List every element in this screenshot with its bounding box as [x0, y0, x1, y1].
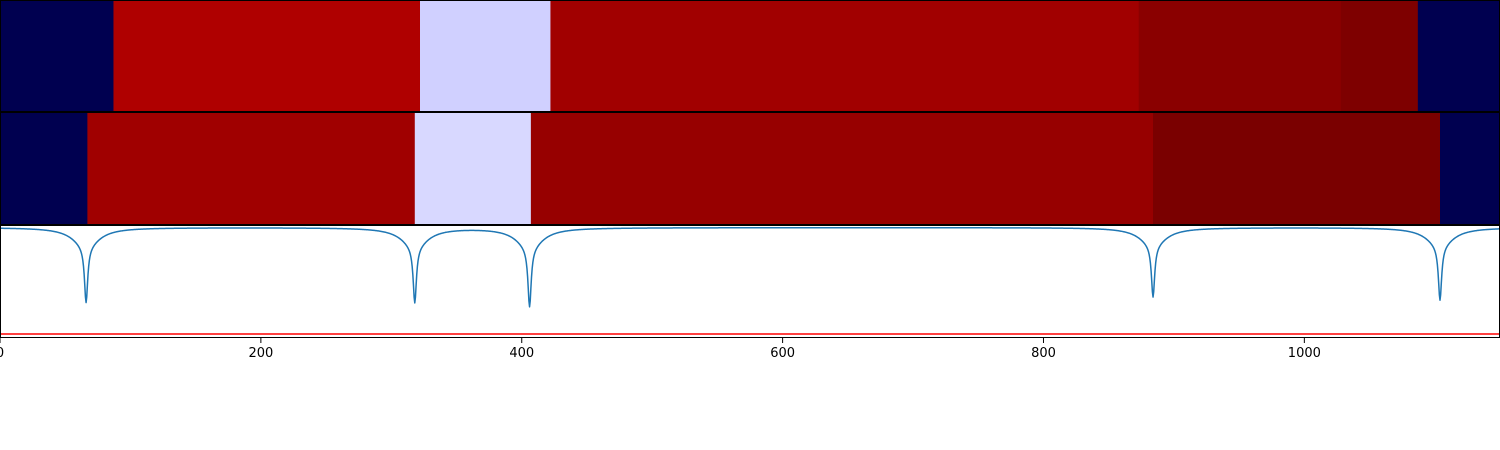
heatmap-1-segment-5 — [1138, 1, 1342, 112]
heatmap-1-segment-4 — [550, 1, 1140, 112]
heatmap-2-segment-3 — [414, 113, 532, 225]
heatmap-1-segment-6 — [1340, 1, 1419, 112]
heatmap-1-segment-2 — [113, 1, 421, 112]
heatmap-1-segment-3 — [420, 1, 551, 112]
heatmap-2-segment-1 — [0, 113, 88, 225]
x-tick-label-600: 600 — [770, 346, 795, 361]
series-layer — [0, 226, 1500, 308]
x-tick-label-400: 400 — [509, 346, 534, 361]
x-tick-label-800: 800 — [1031, 346, 1056, 361]
heatmap-2-segment-5 — [1153, 113, 1441, 225]
heatmap-1-segment-7 — [1417, 1, 1500, 112]
heatmap-2-segment-6 — [1440, 113, 1500, 225]
line-panel — [0, 226, 1500, 335]
heatmap-1-segment-1 — [0, 1, 114, 112]
panel-frame-3 — [0, 225, 1500, 338]
heatmap-top — [0, 1, 1500, 112]
x-axis: 0 200 400 600 800 1000 — [0, 338, 1321, 361]
heatmap-2-segment-2 — [87, 113, 416, 225]
x-tick-label-200: 200 — [248, 346, 273, 361]
heatmap-bottom — [0, 113, 1500, 225]
heatmap-2-segment-4 — [530, 113, 1154, 225]
series-line — [0, 226, 1500, 308]
x-tick-label-0: 0 — [0, 346, 4, 361]
x-tick-label-1000: 1000 — [1288, 346, 1321, 361]
